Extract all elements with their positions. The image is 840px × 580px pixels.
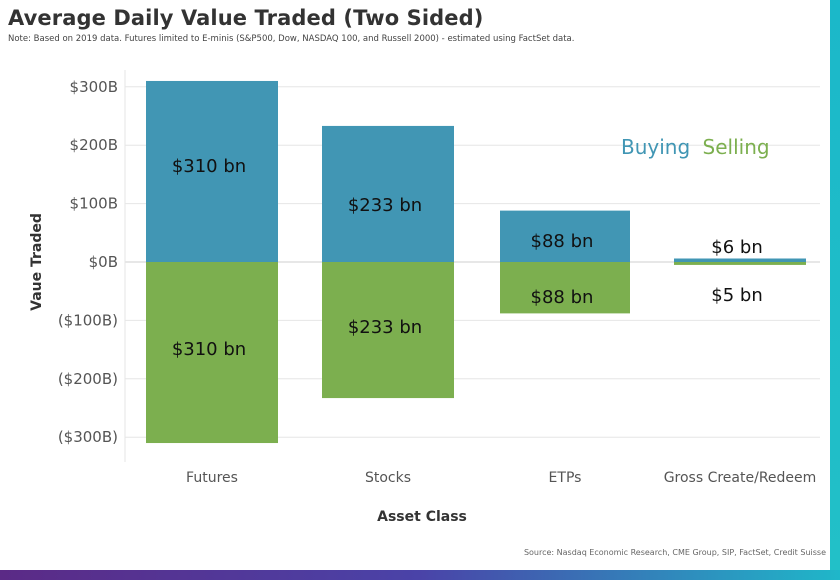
data-label-selling: $233 bn (348, 317, 422, 338)
x-tick-label: ETPs (549, 470, 582, 486)
data-label-buying: $310 bn (172, 156, 246, 177)
legend-buying: Buying (621, 135, 690, 159)
x-tick-label: Stocks (365, 470, 411, 486)
bars (146, 80, 806, 444)
bar-buying (146, 80, 278, 263)
chart-note: Note: Based on 2019 data. Futures limite… (8, 34, 575, 44)
bar-buying (322, 125, 454, 262)
data-label-buying: $233 bn (348, 195, 422, 216)
data-label-selling: $5 bn (711, 285, 762, 306)
legend: Buying Selling (621, 135, 770, 159)
bar-selling (322, 262, 454, 399)
bar-selling (674, 262, 806, 265)
bar-buying (674, 258, 806, 262)
bar-chart: $300B$200B$100B$0B($100B)($200B)($300B) … (29, 70, 820, 525)
y-tick-labels: $300B $200B $100B $0B ($100B) ($200B) ($300B) (58, 78, 118, 446)
legend-selling: Selling (703, 135, 770, 159)
data-label-selling: $310 bn (172, 339, 246, 360)
x-tick-labels: Futures Stocks ETPs Gross Create/Redeem (186, 470, 816, 486)
y-tick-label: ($200B) (58, 370, 118, 388)
y-tick-label: ($300B) (58, 428, 118, 446)
y-tick-label: $0B (89, 253, 118, 271)
bar-selling (146, 262, 278, 444)
y-tick-label: $100B (70, 195, 118, 213)
bottom-gradient-bar (0, 570, 840, 580)
x-tick-label: Gross Create/Redeem (664, 470, 817, 486)
data-label-selling: $88 bn (531, 287, 594, 308)
data-label-buying: $88 bn (531, 231, 594, 252)
data-labels: $310 bn $310 bn $233 bn $233 bn $88 bn $88 bn… (172, 156, 763, 360)
chart-title: Average Daily Value Traded (Two Sided) (8, 6, 484, 30)
y-axis-title: Vaue Traded (29, 213, 45, 311)
chart-source: Source: Nasdaq Economic Research, CME Gr… (523, 548, 826, 557)
y-tick-label: ($100B) (58, 311, 118, 329)
data-label-buying: $6 bn (711, 237, 762, 258)
x-tick-label: Futures (186, 470, 238, 486)
y-tick-label: $300B (70, 78, 118, 96)
bar-buying (500, 210, 630, 262)
x-axis-title: Asset Class (377, 509, 467, 525)
right-accent-bar (830, 0, 840, 580)
y-tick-label: $200B (70, 136, 118, 154)
bar-selling (500, 262, 630, 314)
